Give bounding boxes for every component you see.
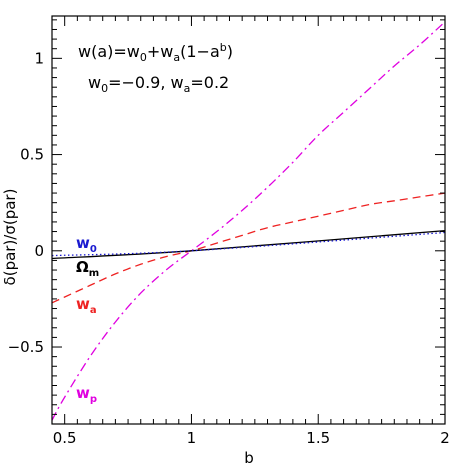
annotation-formula: w(a)=w0+wa(1−ab): [78, 41, 233, 64]
series-label-wa: wa: [76, 295, 97, 316]
annotation-parameters: w0=−0.9, wa=0.2: [88, 73, 229, 95]
y-tick-label: 0.5: [20, 146, 44, 164]
x-tick-label: 1.5: [306, 429, 330, 447]
series-line-wp: [51, 21, 446, 421]
series-line-Om: [51, 229, 446, 260]
series-label-wp: wp: [76, 384, 97, 405]
x-tick-label: 1: [187, 429, 197, 447]
series-layer: [51, 21, 446, 421]
y-axis-title: δ(par)/σ(par): [1, 189, 19, 286]
labels-layer: wp wa Ωm w0: [76, 234, 99, 405]
x-tick-label: 0.5: [53, 429, 77, 447]
x-axis-title: b: [244, 449, 254, 467]
series-line-w0: [51, 231, 446, 257]
y-tick-label: −0.5: [8, 338, 44, 356]
x-tick-label: 2: [440, 429, 450, 447]
y-tick-label: 1: [34, 49, 44, 67]
y-tick-label: 0: [34, 242, 44, 260]
plot-frame: [51, 15, 446, 425]
axes-layer: 0.5 1 1.5 2 −0.5 0 0.5 1: [8, 15, 450, 447]
series-label-Om: Ωm: [76, 258, 99, 279]
series-line-wa: [51, 192, 446, 304]
series-label-w0: w0: [76, 234, 97, 255]
